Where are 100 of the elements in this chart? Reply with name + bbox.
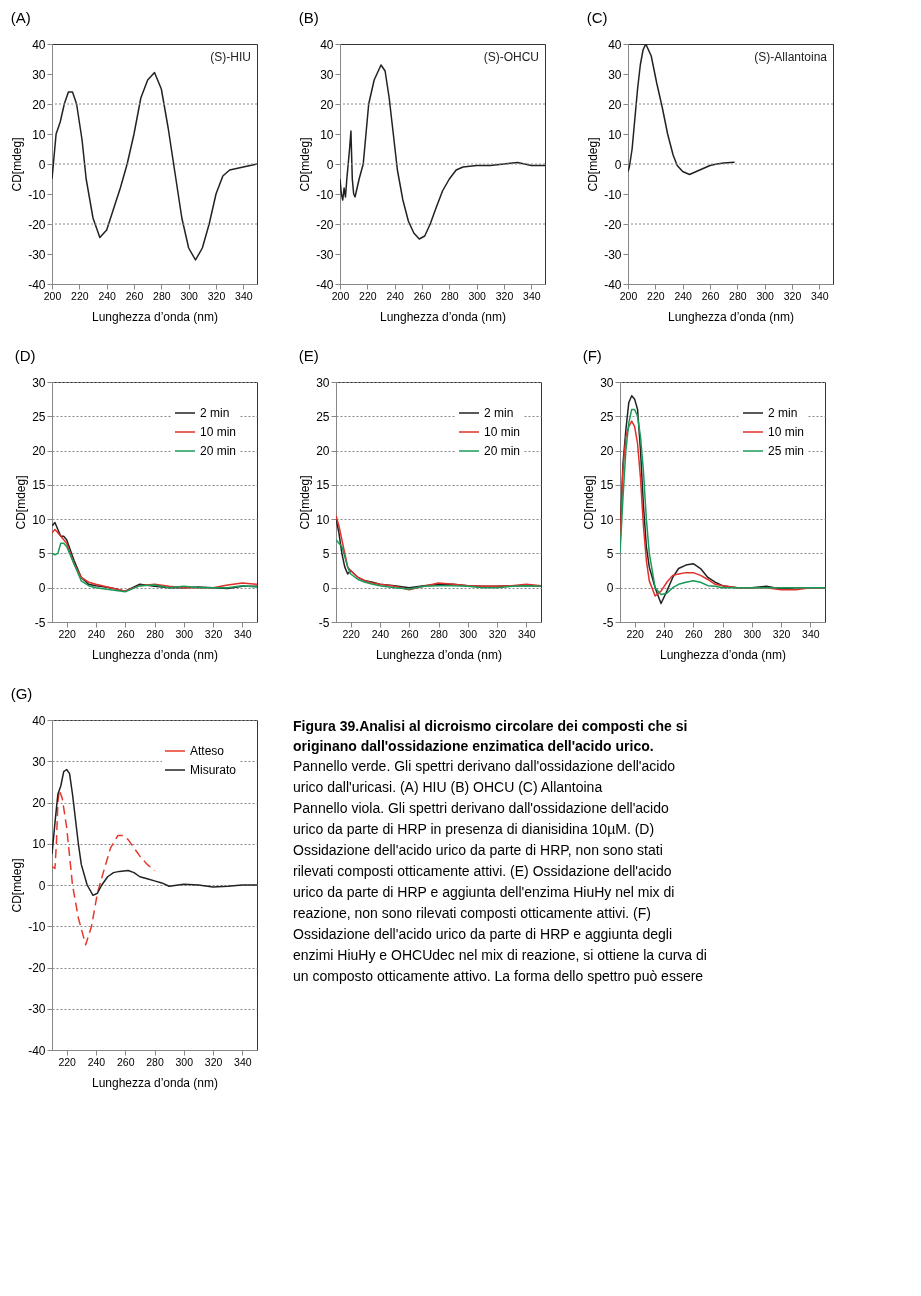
y-tick-label: 40: [32, 37, 46, 52]
x-tick-label: 240: [87, 1055, 106, 1068]
y-tick-label: 10: [608, 127, 622, 142]
legend-label: 10 min: [484, 425, 521, 439]
x-tick-label: 340: [234, 1055, 252, 1068]
x-tick-label: 320: [772, 627, 791, 640]
y-tick-label: 20: [600, 444, 614, 459]
y-tick-label: 0: [38, 157, 46, 172]
x-axis-title: Lunghezza d’onda (nm): [667, 310, 795, 324]
y-tick-label: 25: [316, 409, 330, 424]
y-tick-label: 0: [38, 878, 46, 893]
y-tick-label: 5: [38, 546, 46, 561]
legend-label: 10 min: [768, 425, 805, 439]
x-tick-label: 280: [146, 627, 164, 640]
x-tick-label: 260: [701, 289, 720, 302]
x-tick-label: 220: [58, 627, 77, 640]
y-tick-label: -30: [28, 1002, 46, 1017]
x-tick-label: 300: [743, 627, 762, 640]
legend-label: 25 min: [768, 444, 805, 458]
y-tick-label: 40: [608, 37, 622, 52]
x-tick-label: 240: [674, 289, 693, 302]
x-tick-label: 280: [441, 289, 459, 302]
y-tick-label: -40: [28, 1043, 46, 1058]
y-tick-label: 40: [320, 37, 334, 52]
y-tick-label: 0: [322, 581, 330, 596]
x-tick-label: 320: [207, 289, 226, 302]
x-tick-label: 240: [386, 289, 405, 302]
text: Figura 39.Analisi al dicroismo circolare dei composti che si originano dall'ossidazione enzimatica dell'acido urico.: [293, 718, 688, 754]
x-tick-label: 320: [204, 627, 223, 640]
chart-title: (F): [582, 347, 602, 364]
x-tick-label: 280: [153, 289, 171, 302]
y-tick-label: 20: [32, 444, 46, 459]
legend-label: Misurato: [190, 763, 237, 777]
x-tick-label: 300: [756, 289, 775, 302]
x-tick-label: 260: [125, 289, 144, 302]
y-tick-label: -20: [28, 961, 46, 975]
x-tick-label: 320: [783, 289, 802, 302]
y-tick-label: -20: [28, 217, 46, 232]
x-tick-label: 220: [71, 289, 89, 302]
x-tick-label: 300: [459, 627, 478, 640]
y-tick-label: 30: [32, 754, 46, 769]
x-axis-title: Lunghezza d’onda (nm): [91, 1076, 219, 1090]
chart-title: (C): [586, 9, 608, 26]
y-tick-label: 0: [38, 581, 46, 596]
y-tick-label: 10: [32, 837, 46, 852]
y-tick-label: -20: [316, 217, 334, 232]
x-tick-label: 200: [331, 289, 350, 302]
y-axis-title: CD[mdeg]: [10, 858, 25, 913]
y-tick-label: 10: [316, 512, 330, 527]
x-axis-title: Lunghezza d’onda (nm): [91, 310, 219, 324]
y-tick-label: 30: [32, 67, 46, 82]
x-tick-label: 340: [518, 627, 536, 640]
y-axis-title: CD[mdeg]: [14, 475, 29, 530]
chart-title: (D): [14, 347, 36, 364]
x-tick-label: 280: [430, 627, 448, 640]
y-tick-label: 20: [32, 796, 46, 810]
y-tick-label: -10: [28, 187, 46, 202]
chart-title: (E): [298, 347, 319, 364]
chart-title: (G): [10, 685, 33, 702]
legend-label: 10 min: [200, 425, 237, 439]
y-tick-label: 0: [326, 157, 334, 172]
y-tick-label: -10: [28, 919, 46, 934]
x-tick-label: 240: [87, 627, 106, 640]
x-tick-label: 300: [180, 289, 199, 302]
y-tick-label: -40: [316, 277, 334, 292]
y-tick-label: 30: [32, 375, 46, 390]
annotation: (S)-Allantoina: [754, 50, 828, 64]
text: Pannello verde. Gli spettri derivano dall'ossidazione dell'acido urico dall'uricasi. (A) HIU (B) OHCU (C) Allantoina: [293, 758, 676, 795]
y-tick-label: 25: [32, 409, 46, 424]
y-tick-label: 30: [320, 67, 334, 82]
y-tick-label: 15: [600, 478, 614, 493]
x-tick-label: 300: [175, 627, 194, 640]
chart-title: (B): [298, 9, 319, 26]
y-tick-label: 0: [606, 581, 614, 596]
x-tick-label: 240: [655, 627, 674, 640]
x-tick-label: 320: [204, 1055, 223, 1068]
y-tick-label: -5: [602, 615, 614, 630]
x-tick-label: 340: [802, 627, 820, 640]
y-tick-label: 30: [316, 375, 330, 390]
y-tick-label: 30: [600, 375, 614, 390]
x-tick-label: 340: [811, 289, 829, 302]
y-tick-label: 20: [32, 97, 46, 112]
y-tick-label: -5: [318, 615, 330, 630]
y-tick-label: 15: [32, 478, 46, 493]
y-tick-label: -10: [316, 187, 334, 202]
y-tick-label: 10: [600, 512, 614, 527]
y-axis-title: CD[mdeg]: [10, 137, 25, 192]
x-tick-label: 260: [413, 289, 432, 302]
y-tick-label: 25: [600, 409, 614, 424]
y-tick-label: 0: [614, 157, 622, 172]
line-series: [340, 64, 545, 240]
y-axis-title: CD[mdeg]: [298, 137, 313, 192]
line-series: [52, 789, 156, 946]
line-series: [52, 71, 257, 261]
x-tick-label: 280: [729, 289, 747, 302]
x-tick-label: 340: [523, 289, 541, 302]
annotation: (S)-HIU: [210, 50, 251, 64]
x-tick-label: 300: [175, 1055, 194, 1068]
y-tick-label: 5: [606, 546, 614, 561]
y-axis-title: CD[mdeg]: [298, 475, 313, 530]
